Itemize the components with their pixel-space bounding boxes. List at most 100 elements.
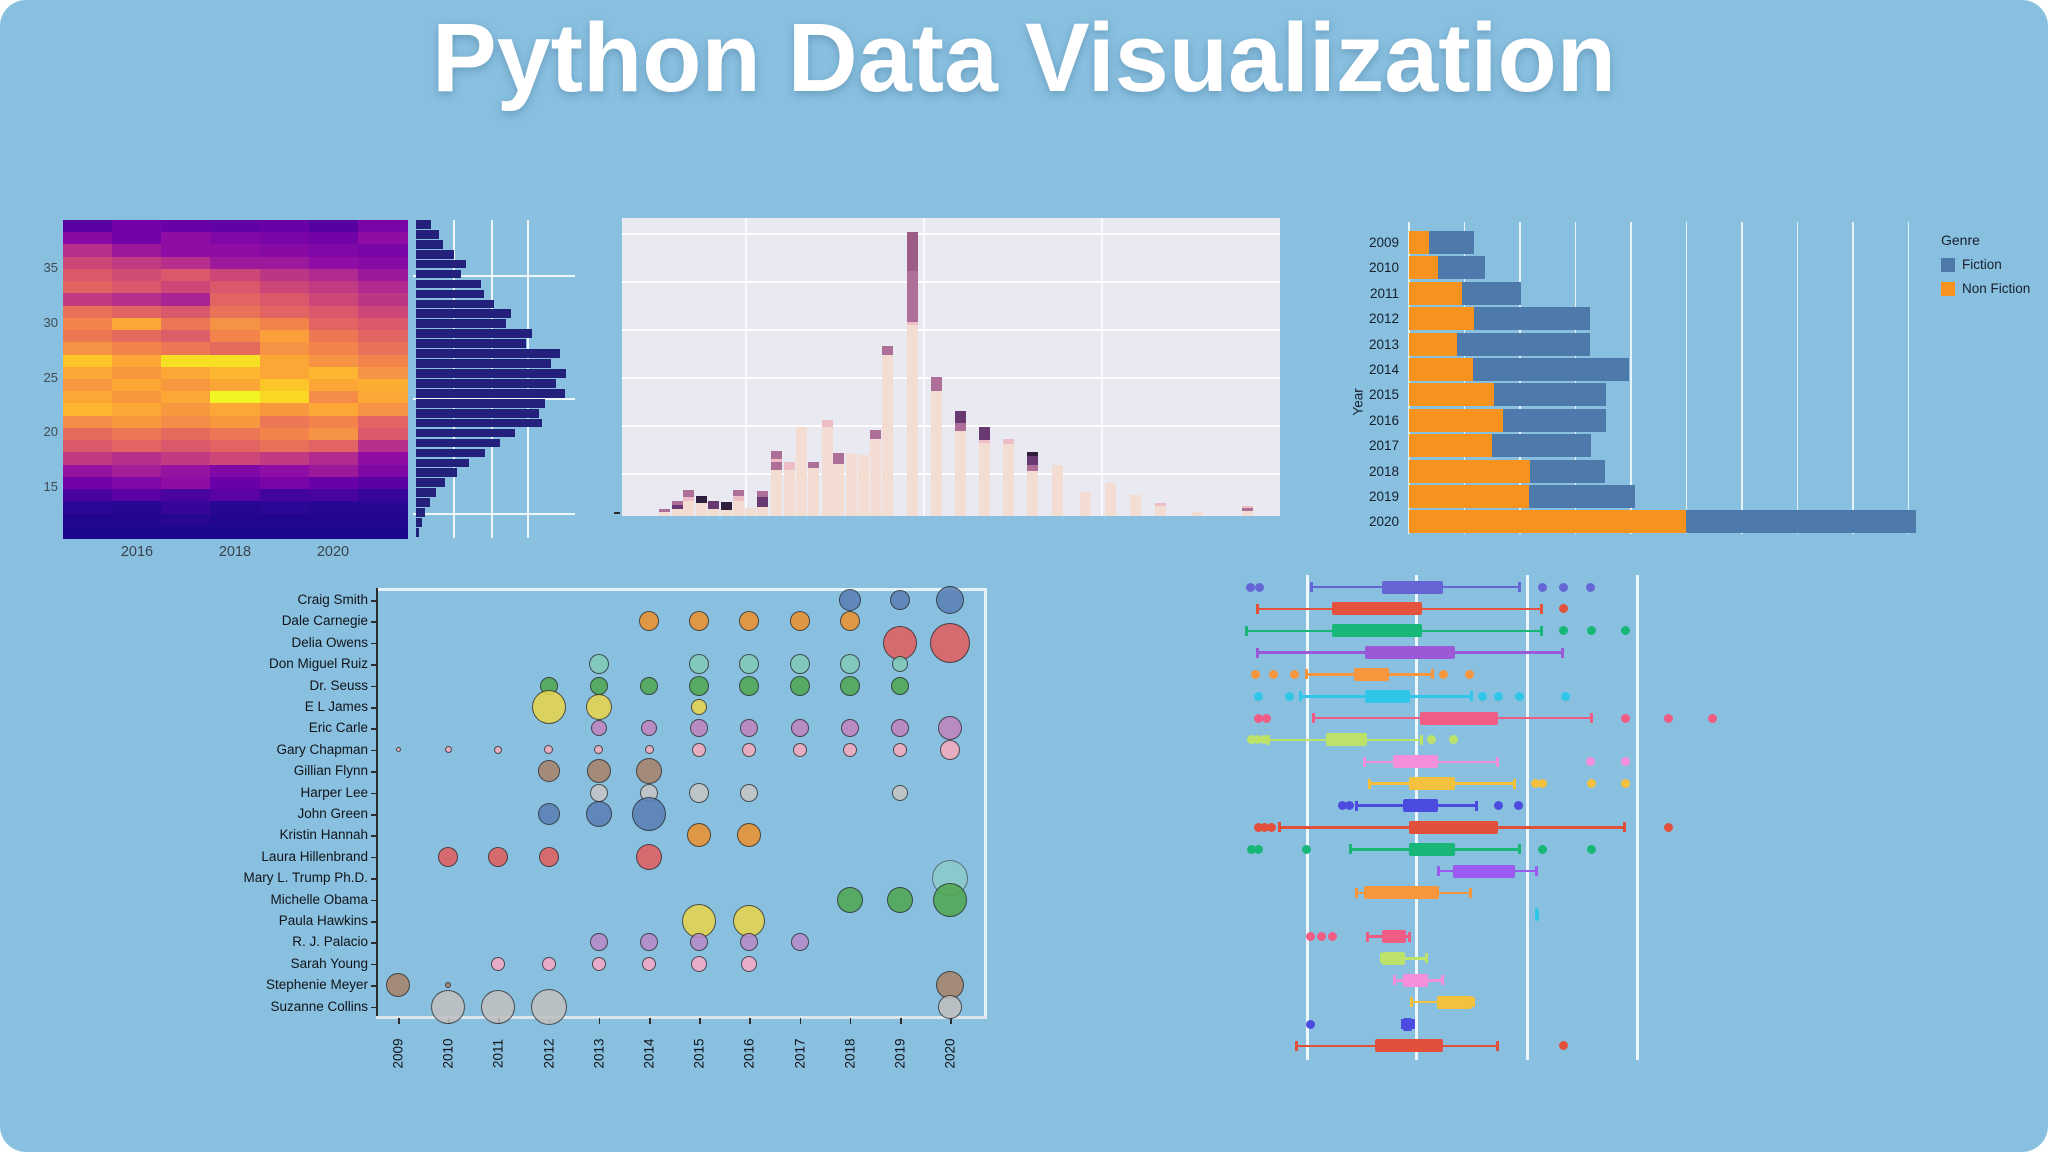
heatmap-cell <box>112 342 162 356</box>
genre-bar-nonfiction <box>1409 231 1429 254</box>
histogram-bar-segment <box>1192 512 1204 516</box>
box-whisker-cap-low <box>1295 1040 1298 1051</box>
heatmap-cell <box>357 305 408 319</box>
bubble-point <box>530 988 567 1025</box>
heatmap-cell <box>161 464 212 478</box>
heatmap-cell <box>161 293 212 307</box>
bubble-author-label: E L James <box>304 699 368 714</box>
heatmap-cell <box>63 440 113 453</box>
heatmap-cell <box>63 256 113 270</box>
heatmap-cell <box>63 317 113 331</box>
histogram-bar-segment <box>708 501 720 510</box>
bubble-point <box>891 719 909 738</box>
marginal-bar <box>416 418 542 428</box>
box-outlier <box>1620 757 1630 767</box>
bubble-point <box>740 783 759 802</box>
heatmap-cell <box>112 464 162 478</box>
heatmap-cell <box>210 525 261 539</box>
heatmap-cell <box>63 476 113 490</box>
box-outlier <box>1464 669 1474 679</box>
bubble-point <box>933 882 968 917</box>
heatmap-cell <box>210 489 261 502</box>
genre-bar-nonfiction <box>1409 256 1438 280</box>
bubble-point <box>789 611 810 632</box>
histogram-bar-segment <box>1027 456 1039 466</box>
bubble-point <box>740 933 759 952</box>
genre-year-label: 2018 <box>1368 463 1399 479</box>
box-iqr <box>1326 733 1367 747</box>
bubble-point <box>689 654 710 675</box>
marginal-bar <box>416 398 545 408</box>
box-iqr <box>1364 886 1439 900</box>
histogram-bar-segment <box>1027 471 1039 516</box>
histogram-bar-segment <box>1242 505 1254 509</box>
heatmap-cell <box>210 366 261 380</box>
heatmap-cell <box>161 354 212 368</box>
heatmap-cell <box>161 232 212 246</box>
genre-bar-fiction <box>1472 358 1629 381</box>
histogram-bar-segment <box>696 496 708 503</box>
box-whisker-cap-high <box>1470 691 1473 702</box>
heatmap-cell <box>161 281 212 294</box>
heatmap-cell <box>357 293 408 307</box>
histogram-bar-segment <box>1105 483 1117 516</box>
heatmap-cell <box>210 501 261 515</box>
heatmap-cell <box>210 317 261 331</box>
bubble-top-border <box>376 588 984 591</box>
heatmap-cell <box>308 452 359 466</box>
heatmap-cell <box>357 268 408 282</box>
histogram-gridline-h <box>622 233 1280 235</box>
heatmap-cell <box>308 391 359 405</box>
bubble-author-label: Craig Smith <box>297 592 368 607</box>
heatmap-cell <box>161 366 212 380</box>
heatmap-cell <box>308 317 359 331</box>
histogram-axis-tick <box>614 512 620 514</box>
box-outlier <box>1493 691 1503 701</box>
bubble-point <box>585 801 612 827</box>
heatmap-cell <box>210 281 261 294</box>
heatmap-cell <box>259 452 310 466</box>
histogram-bar-segment <box>696 502 708 516</box>
bubble-point <box>642 956 656 971</box>
bubble-point <box>741 955 758 972</box>
heatmap-cell <box>308 220 359 233</box>
heatmap-cell <box>161 476 212 490</box>
heatmap-cell <box>259 354 310 368</box>
bubble-point <box>689 611 710 632</box>
genre-bar-nonfiction <box>1409 383 1494 407</box>
histogram-bar-segment <box>757 507 769 516</box>
heatmap-cell <box>210 415 261 429</box>
histogram-bar-segment <box>907 325 919 516</box>
heatmap-cell <box>259 317 310 331</box>
bubble-author-label: Gillian Flynn <box>293 763 368 779</box>
heatmap-x-tick-label: 2020 <box>316 544 350 560</box>
heatmap-cell <box>63 427 113 441</box>
box-outlier <box>1289 669 1299 679</box>
box-outlier <box>1344 801 1354 810</box>
heatmap-cell <box>112 366 162 380</box>
box-outlier <box>1337 801 1347 810</box>
heatmap-cell <box>357 379 408 392</box>
bubble-point <box>930 622 971 663</box>
heatmap-cell <box>112 244 162 258</box>
box-outlier <box>1663 713 1673 723</box>
heatmap-cell <box>63 354 113 368</box>
box-iqr <box>1535 908 1538 922</box>
histogram-bar-segment <box>1003 438 1015 445</box>
bubble-point <box>936 971 965 1000</box>
heatmap-x-tick-label: 2016 <box>120 544 154 560</box>
heatmap-cell <box>63 342 113 356</box>
histogram-bar-segment <box>979 440 991 443</box>
genre-year-label: 2010 <box>1368 260 1399 276</box>
heatmap-cell <box>308 513 359 527</box>
heatmap-cell <box>210 330 261 343</box>
histogram-bar-segment <box>771 462 783 470</box>
box-iqr <box>1382 951 1405 965</box>
bubble-point <box>687 823 712 848</box>
histogram-bar-segment <box>745 507 757 516</box>
heatmap-cell <box>259 268 310 282</box>
marginal-bar <box>416 518 422 527</box>
bubble-year-tick <box>598 1018 601 1024</box>
heatmap-cell <box>308 232 359 246</box>
histogram-gridline-h <box>622 329 1280 331</box>
